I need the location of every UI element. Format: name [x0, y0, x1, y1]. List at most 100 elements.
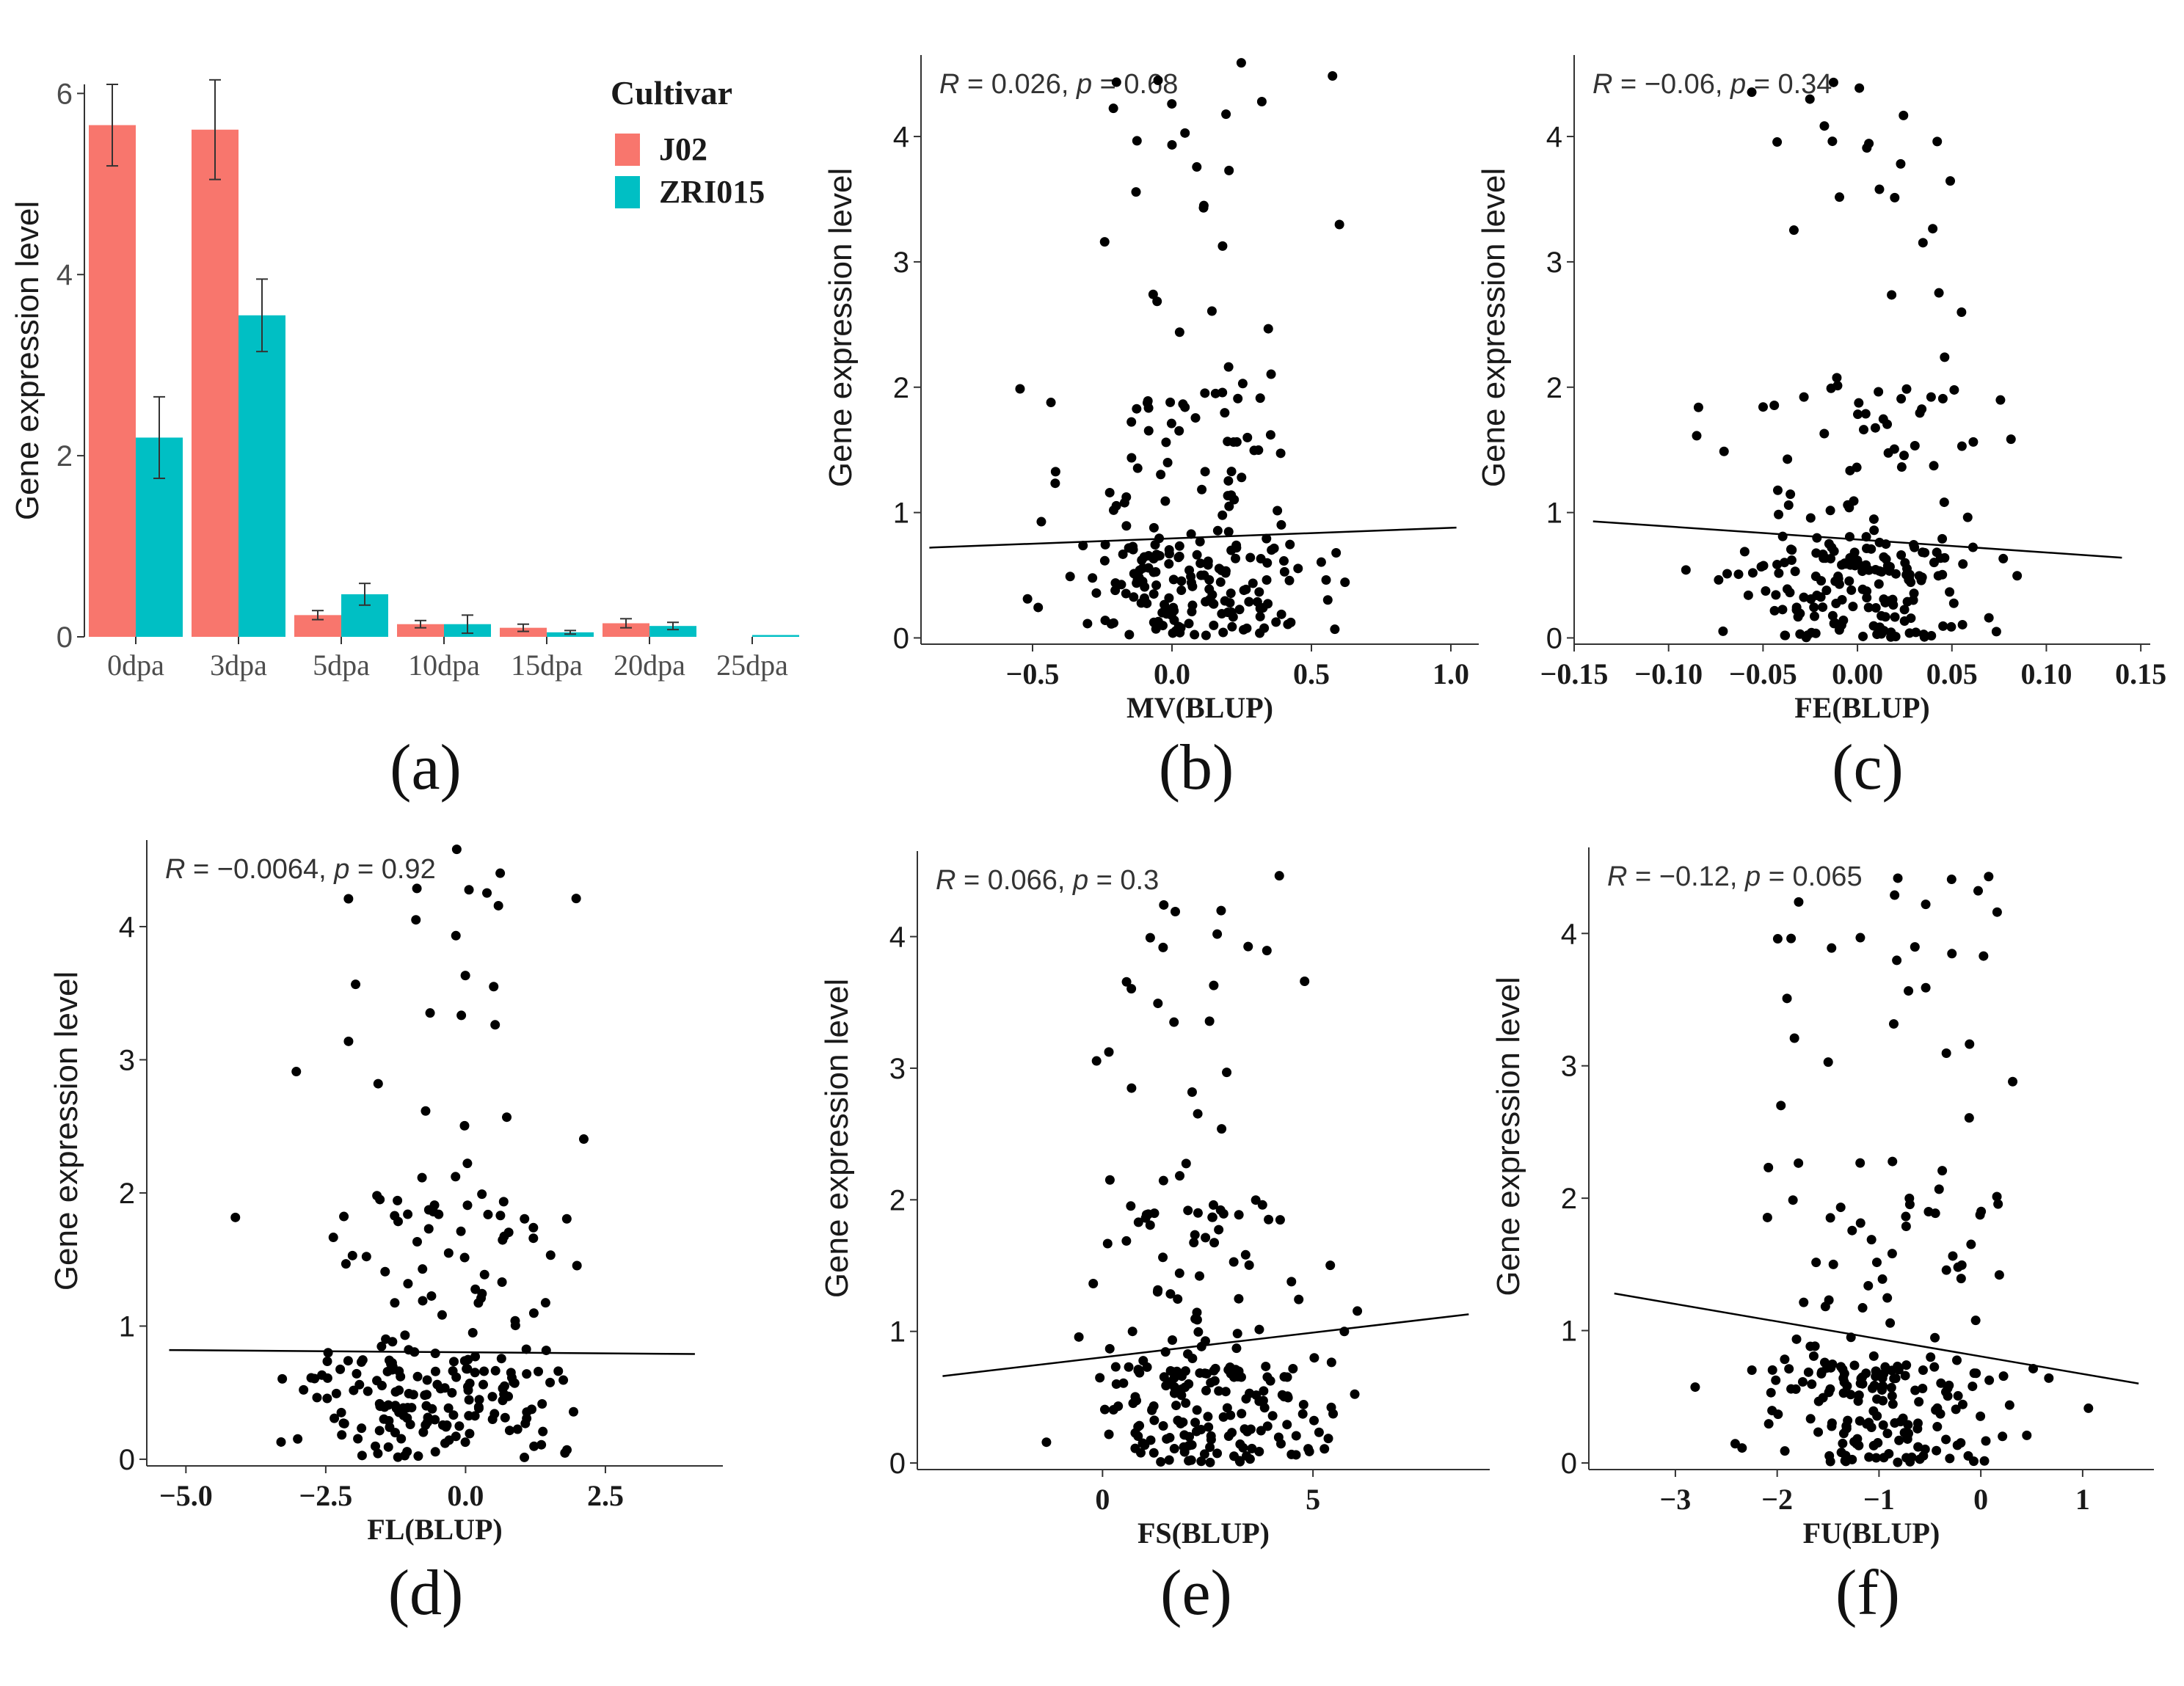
data-point: [1209, 1238, 1220, 1248]
data-point: [478, 1379, 489, 1390]
data-point: [1167, 99, 1177, 109]
y-tick-label: 0: [889, 1448, 906, 1480]
data-point: [1774, 509, 1784, 519]
data-point: [1091, 1056, 1102, 1066]
data-point: [462, 1200, 473, 1211]
y-tick-label: 0: [1546, 622, 1562, 654]
data-point: [1130, 1428, 1140, 1438]
data-point: [479, 1366, 489, 1376]
panel-label-e: (e): [1160, 1558, 1232, 1629]
data-point: [1901, 384, 1912, 394]
data-point: [1242, 1426, 1253, 1437]
data-point: [1743, 590, 1753, 600]
data-point: [1827, 136, 1838, 147]
data-point: [2006, 434, 2016, 445]
data-point: [1161, 1381, 1171, 1391]
correlation-annotation: R = 0.026, p = 0.68: [939, 69, 1178, 100]
data-point: [1124, 1362, 1134, 1372]
data-point: [1928, 224, 1938, 234]
data-point: [1968, 1382, 1978, 1392]
data-point: [1200, 388, 1210, 398]
y-tick-label: 0: [119, 1444, 135, 1476]
data-point: [2012, 571, 2023, 581]
data-point: [1256, 1426, 1266, 1436]
data-point: [1801, 632, 1811, 643]
data-point: [1827, 943, 1837, 953]
data-point: [571, 894, 581, 904]
data-point: [1140, 1213, 1151, 1223]
data-point: [1975, 1210, 1985, 1220]
data-point: [1170, 906, 1180, 916]
data-point: [1921, 982, 1931, 993]
data-point: [1156, 470, 1166, 480]
data-point: [1275, 448, 1286, 459]
bar: [752, 635, 799, 637]
data-point: [1880, 1362, 1890, 1372]
data-point: [1874, 537, 1885, 547]
data-point: [1264, 1214, 1274, 1225]
data-point: [1998, 553, 2009, 563]
data-point: [1157, 621, 1168, 631]
data-point: [1936, 1378, 1946, 1388]
data-point: [404, 1345, 414, 1355]
data-point: [1956, 1260, 1967, 1270]
data-point: [1244, 1260, 1254, 1270]
data-point: [1957, 1399, 1968, 1409]
data-point: [1918, 629, 1929, 640]
data-point: [1218, 627, 1228, 638]
data-point: [490, 1020, 500, 1030]
data-point: [1271, 617, 1281, 627]
x-tick-label: 0: [1095, 1483, 1110, 1516]
data-point: [1169, 1017, 1179, 1027]
data-point: [1882, 1293, 1893, 1303]
data-point: [1165, 397, 1176, 407]
data-point: [1803, 1367, 1813, 1377]
data-point: [536, 1439, 547, 1450]
data-point: [1193, 1208, 1203, 1218]
data-point: [1769, 401, 1780, 411]
data-point: [1783, 500, 1794, 511]
data-point: [1941, 1265, 1951, 1275]
data-point: [1149, 589, 1159, 599]
y-tick-label: 3: [893, 247, 909, 279]
data-point: [1805, 94, 1815, 104]
data-point: [387, 1358, 397, 1368]
data-point: [430, 1447, 440, 1457]
data-point: [1321, 575, 1331, 585]
data-point: [1979, 951, 1989, 961]
data-point: [545, 1250, 556, 1260]
data-point: [1786, 1384, 1797, 1394]
data-point: [323, 1348, 333, 1358]
data-point: [1776, 1101, 1786, 1111]
panel-label-a: (a): [390, 732, 462, 803]
data-point: [1133, 1365, 1143, 1376]
data-point: [489, 982, 499, 992]
data-point: [352, 1368, 362, 1379]
data-point: [1827, 610, 1838, 621]
data-point: [1164, 593, 1174, 603]
data-point: [1887, 1391, 1897, 1401]
data-point: [1929, 558, 1939, 568]
data-point: [1957, 619, 1968, 629]
data-point: [1910, 942, 1920, 952]
x-tick-label: −2.5: [299, 1479, 352, 1512]
data-point: [1823, 1057, 1833, 1068]
data-point: [1794, 897, 1804, 907]
data-point: [1782, 993, 1792, 1004]
data-point: [1896, 394, 1907, 404]
data-point: [1890, 192, 1900, 202]
data-point: [1690, 1382, 1700, 1393]
data-point: [403, 1209, 413, 1219]
data-point: [527, 1404, 537, 1415]
data-point: [1033, 602, 1044, 613]
data-point: [512, 1424, 523, 1434]
data-point: [1947, 949, 1957, 959]
data-point: [1126, 1201, 1136, 1211]
data-point: [1772, 559, 1783, 569]
data-point: [1852, 555, 1863, 566]
data-point: [1183, 1205, 1193, 1216]
data-point: [1187, 1353, 1198, 1363]
data-point: [1973, 886, 1984, 896]
data-point: [353, 1434, 363, 1444]
